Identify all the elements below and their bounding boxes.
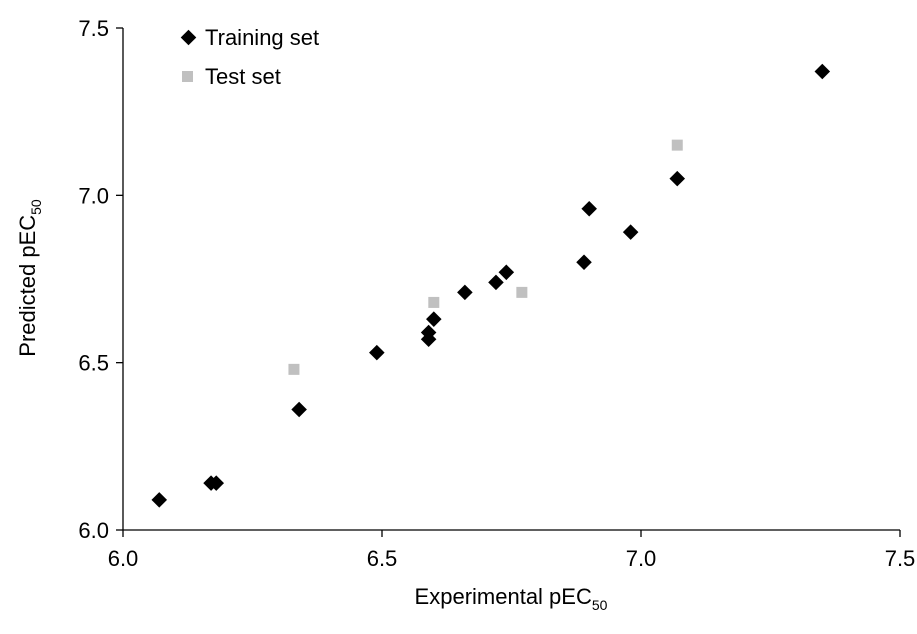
legend-item-training-set: Training set (180, 25, 319, 50)
test-set-point (516, 286, 528, 298)
training-set-point (291, 401, 307, 418)
y-tick-label: 7.5 (78, 16, 109, 41)
training-set-point (814, 63, 831, 80)
test-set-point (428, 296, 440, 308)
x-axis: 6.0 6.5 7.0 7.5 (108, 529, 916, 571)
test-set-point (288, 363, 300, 375)
test-set-point (671, 139, 683, 151)
y-tick-label: 6.0 (78, 518, 109, 543)
y-axis-title: Predicted pEC50 (15, 199, 44, 357)
legend-label-training-set: Training set (205, 25, 319, 50)
training-set-point (488, 274, 504, 291)
training-set-point (669, 170, 686, 187)
y-axis: 6.0 6.5 7.0 7.5 (78, 16, 124, 543)
x-tick-label: 6.5 (367, 546, 398, 571)
legend-item-test-set: Test set (182, 64, 281, 89)
y-tick-label: 7.0 (78, 183, 109, 208)
x-tick-label: 7.0 (626, 546, 657, 571)
training-set-point (208, 475, 225, 491)
training-set-point (622, 224, 639, 240)
x-axis-title: Experimental pEC50 (415, 584, 608, 613)
legend-label-test-set: Test set (205, 64, 281, 89)
training-set-point (426, 311, 442, 327)
legend: Training set Test set (180, 25, 319, 89)
y-tick-label: 6.5 (78, 351, 109, 376)
legend-marker-training-set (180, 29, 197, 46)
training-set-point (151, 492, 168, 508)
training-set-point (457, 284, 473, 301)
training-set-point (369, 344, 385, 361)
training-set-point (498, 264, 515, 281)
training-set-point (576, 254, 592, 271)
legend-marker-test-set (182, 71, 193, 82)
plot-area (151, 63, 831, 508)
x-tick-label: 7.5 (885, 546, 916, 571)
x-tick-label: 6.0 (108, 546, 139, 571)
training-set-point (581, 200, 597, 217)
